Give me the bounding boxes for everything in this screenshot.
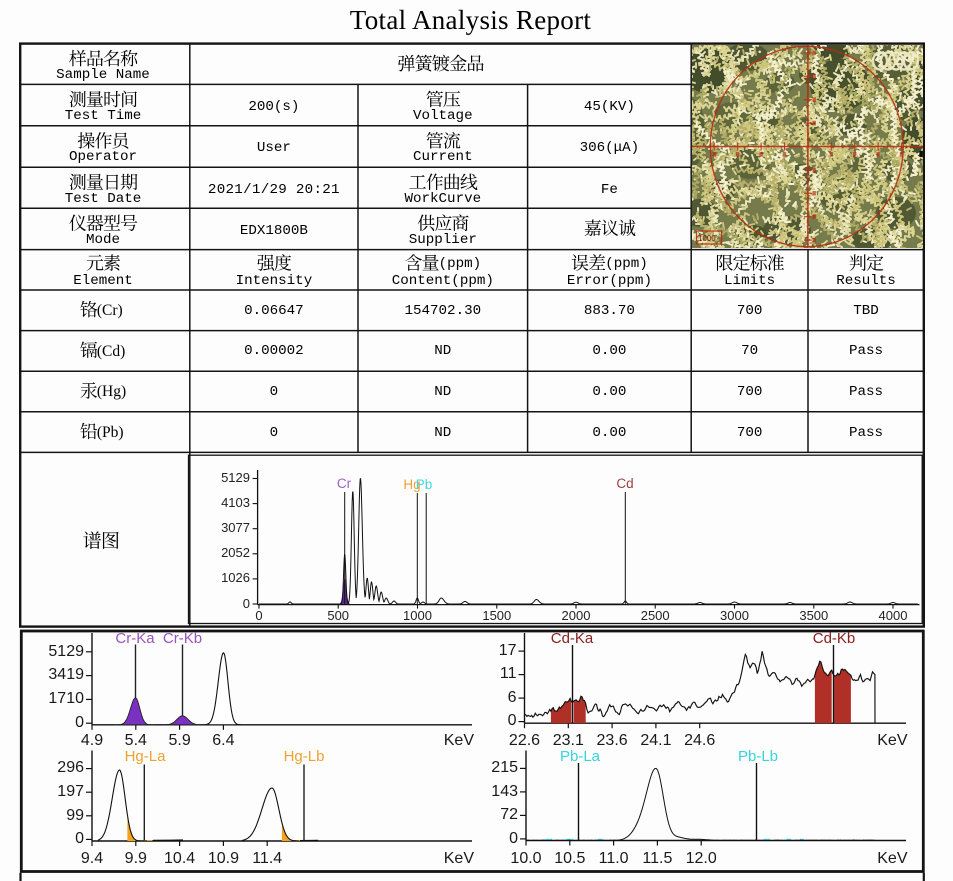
svg-text:1000: 1000 — [698, 234, 716, 243]
